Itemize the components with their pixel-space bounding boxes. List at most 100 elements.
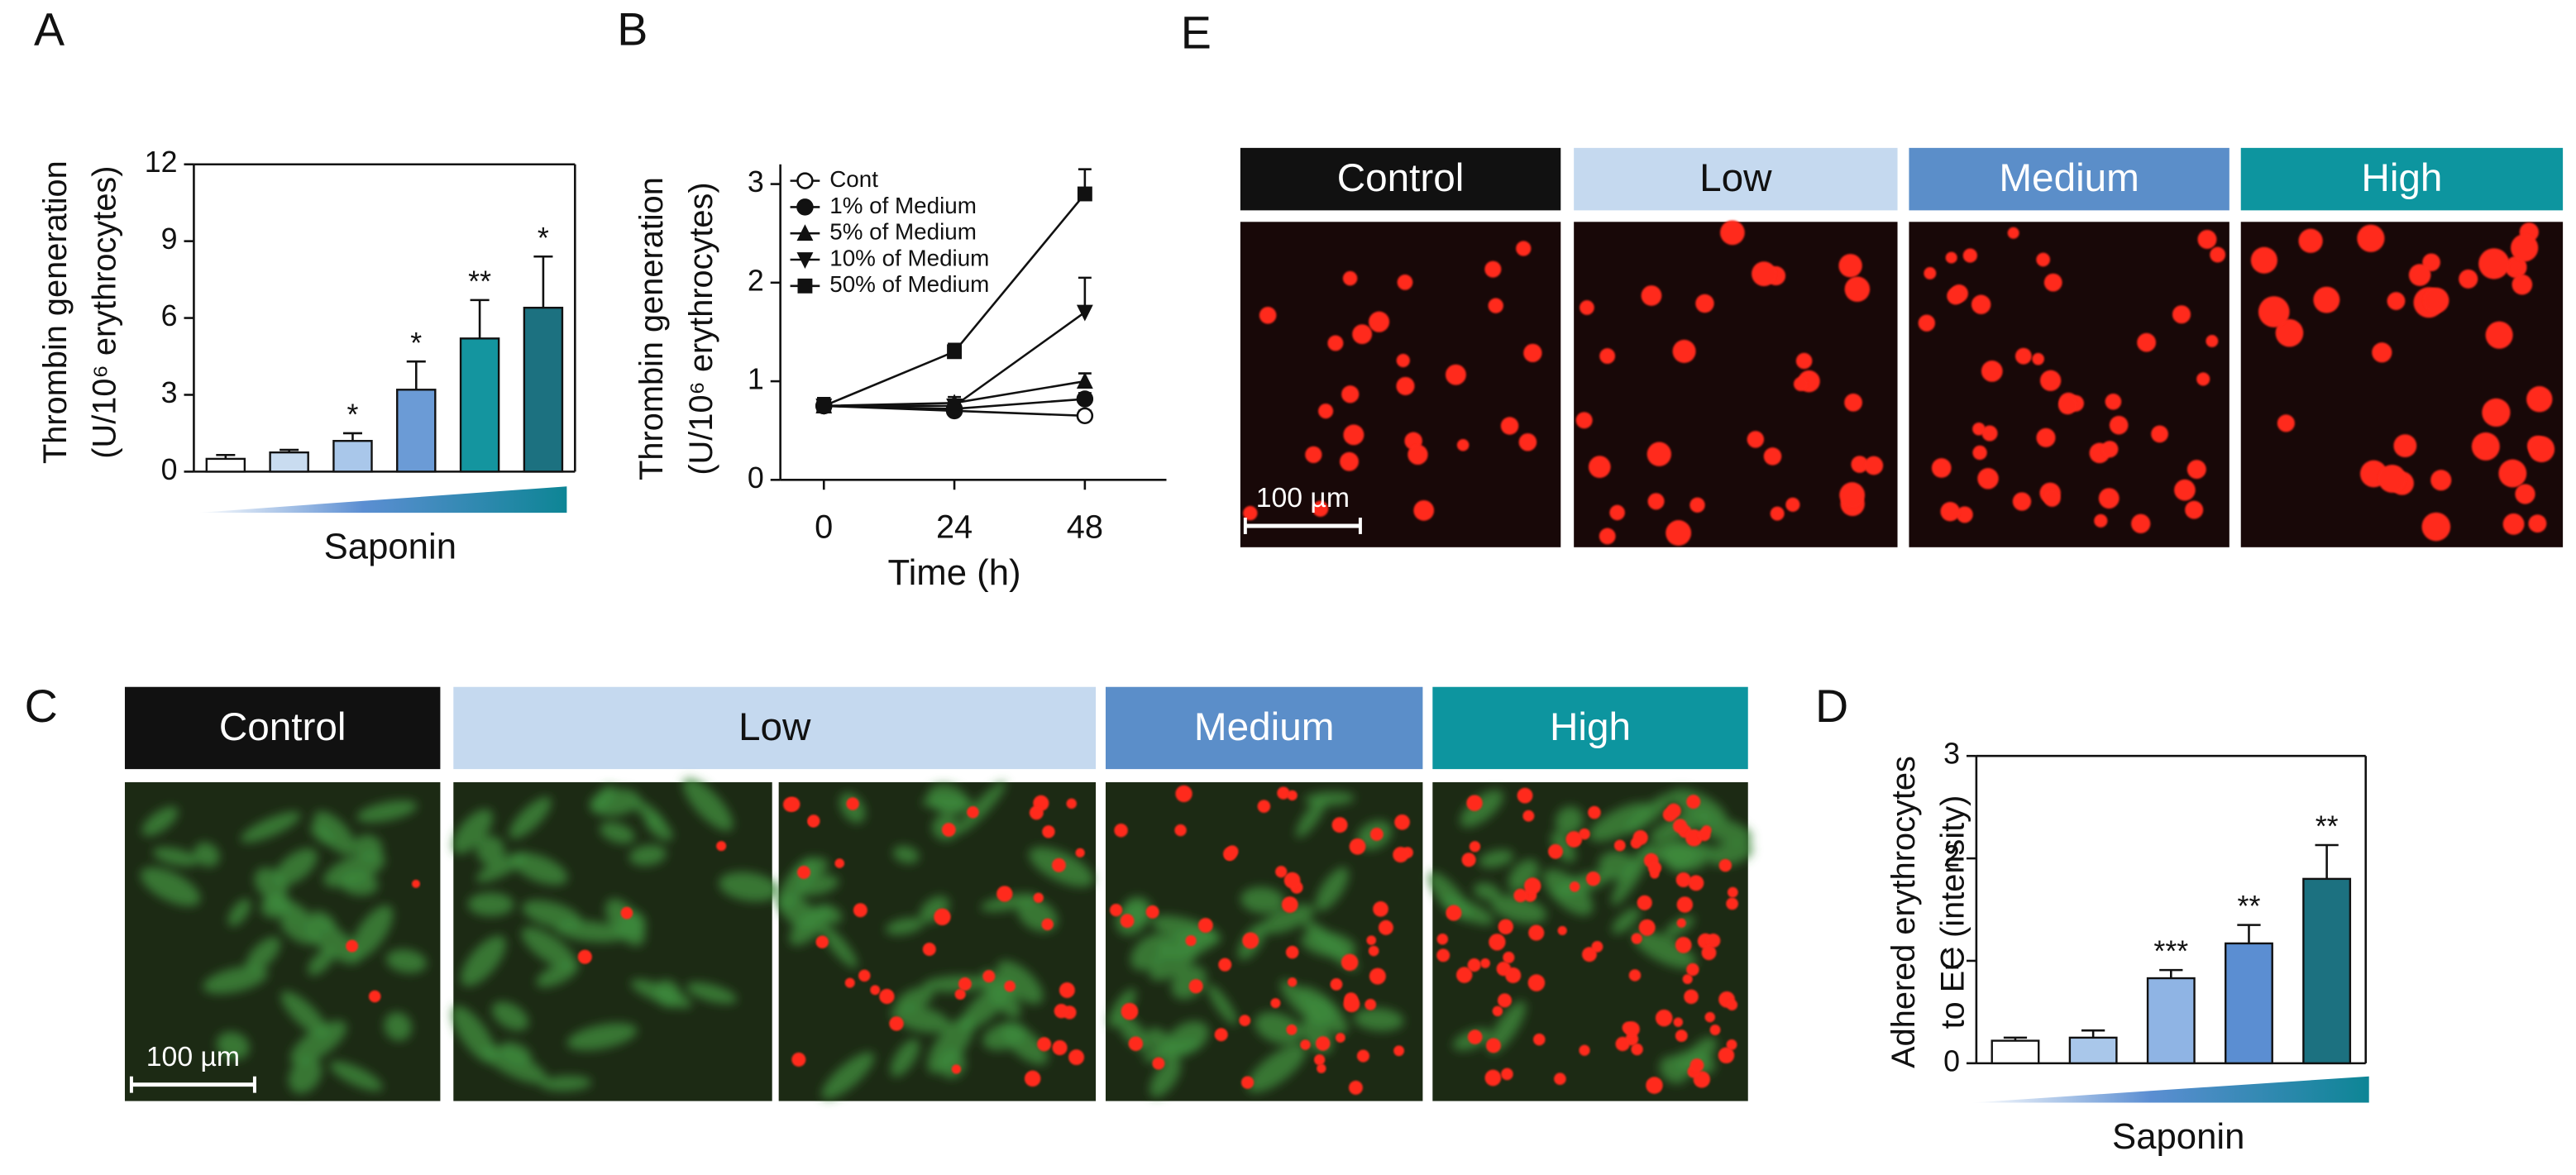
erythrocyte xyxy=(2378,465,2406,493)
erythrocyte xyxy=(2057,395,2077,415)
cell xyxy=(1699,817,1752,844)
cell xyxy=(467,892,514,916)
y-tick-label: 9 xyxy=(161,222,178,256)
erythrocyte xyxy=(1396,376,1415,395)
legend-label: Cont xyxy=(829,166,878,192)
erythrocyte xyxy=(1369,967,1386,985)
data-point xyxy=(947,344,962,360)
cell xyxy=(1490,895,1547,924)
cell xyxy=(1612,908,1641,934)
cell xyxy=(566,1023,638,1051)
erythrocyte xyxy=(1641,285,1662,306)
erythrocyte xyxy=(1588,805,1601,819)
erythrocyte xyxy=(2105,393,2122,410)
erythrocyte xyxy=(2408,264,2431,286)
erythrocyte xyxy=(1684,989,1699,1005)
erythrocyte xyxy=(1582,947,1597,962)
cell xyxy=(141,806,179,836)
erythrocyte xyxy=(1467,958,1481,972)
erythrocyte xyxy=(1785,497,1800,512)
cell xyxy=(540,1075,592,1091)
cell xyxy=(216,1031,250,1060)
erythrocyte xyxy=(1752,261,1776,287)
cell xyxy=(340,872,379,896)
erythrocyte xyxy=(1844,276,1871,303)
significance-label: * xyxy=(346,399,358,432)
x-tick-label: 0 xyxy=(815,509,833,545)
erythrocyte xyxy=(1369,828,1384,841)
erythrocyte xyxy=(1615,1036,1630,1052)
erythrocyte xyxy=(1469,841,1481,853)
cell xyxy=(290,1020,347,1065)
column-label: Low xyxy=(738,705,811,749)
erythrocyte xyxy=(2485,321,2513,349)
erythrocyte xyxy=(1242,932,1259,949)
erythrocyte xyxy=(1270,998,1281,1009)
erythrocyte xyxy=(1120,914,1135,929)
cell xyxy=(980,893,1039,912)
column-header xyxy=(124,686,441,770)
erythrocyte xyxy=(1214,1028,1228,1042)
erythrocyte xyxy=(1726,897,1738,910)
cell xyxy=(1260,904,1315,934)
erythrocyte xyxy=(2012,492,2032,511)
erythrocyte xyxy=(1524,877,1541,895)
erythrocyte xyxy=(1516,241,1532,256)
cell xyxy=(996,960,1044,1005)
y-tick-label: 0 xyxy=(748,461,764,494)
erythrocyte xyxy=(807,814,820,828)
erythrocyte xyxy=(1747,431,1765,448)
scale-bar-label: 100 µm xyxy=(146,1041,240,1072)
erythrocyte xyxy=(1503,951,1515,964)
x-tick-label: 48 xyxy=(1067,509,1103,545)
erythrocyte xyxy=(1931,458,1952,478)
erythrocyte xyxy=(1066,798,1077,810)
erythrocyte xyxy=(941,823,956,837)
micrograph xyxy=(1105,782,1423,1101)
cell xyxy=(1247,1044,1307,1093)
erythrocyte xyxy=(412,879,420,888)
erythrocyte xyxy=(2313,286,2340,313)
bar xyxy=(1991,1039,2040,1065)
erythrocyte xyxy=(1455,967,1473,983)
erythrocyte xyxy=(958,977,972,991)
saponin-gradient xyxy=(197,486,567,513)
erythrocyte xyxy=(815,935,829,948)
erythrocyte xyxy=(1436,934,1449,945)
cells xyxy=(140,800,427,1094)
bar xyxy=(396,389,437,473)
erythrocyte xyxy=(1698,829,1711,842)
y-axis-label: Thrombin generation xyxy=(633,177,670,480)
erythrocyte xyxy=(1364,998,1377,1010)
cells xyxy=(1108,791,1404,1098)
cell xyxy=(591,785,614,813)
cell xyxy=(1589,802,1652,842)
cell xyxy=(491,1001,529,1031)
erythrocyte xyxy=(1489,934,1506,951)
micrograph-background xyxy=(124,782,441,1101)
erythrocyte xyxy=(1977,468,1999,490)
erythrocyte xyxy=(2039,370,2062,391)
erythrocyte xyxy=(1533,1033,1546,1046)
y-axis-label: Thrombin generation xyxy=(37,160,74,464)
significance-label: * xyxy=(538,222,549,255)
cell xyxy=(1460,790,1503,828)
erythrocyte xyxy=(2423,287,2449,313)
erythrocyte xyxy=(1366,935,1377,945)
significance-label: ** xyxy=(2238,890,2261,923)
erythrocyte xyxy=(2032,352,2044,365)
erythrocyte xyxy=(1727,886,1738,898)
scale-bar-label: 100 µm xyxy=(1256,482,1350,513)
y-tick-label: 3 xyxy=(1943,738,1960,771)
panel-label: A xyxy=(34,3,65,55)
y-axis-label: (U/10⁶ erythrocytes) xyxy=(87,165,123,458)
erythrocyte xyxy=(1720,220,1745,246)
erythrocyte xyxy=(1004,980,1016,992)
erythrocyte xyxy=(1718,1047,1735,1064)
cell xyxy=(1555,806,1584,835)
cell xyxy=(1255,1012,1302,1044)
micrograph xyxy=(452,778,779,1101)
erythrocyte xyxy=(1397,275,1413,290)
cell xyxy=(630,979,692,1009)
erythrocyte xyxy=(1075,848,1085,857)
